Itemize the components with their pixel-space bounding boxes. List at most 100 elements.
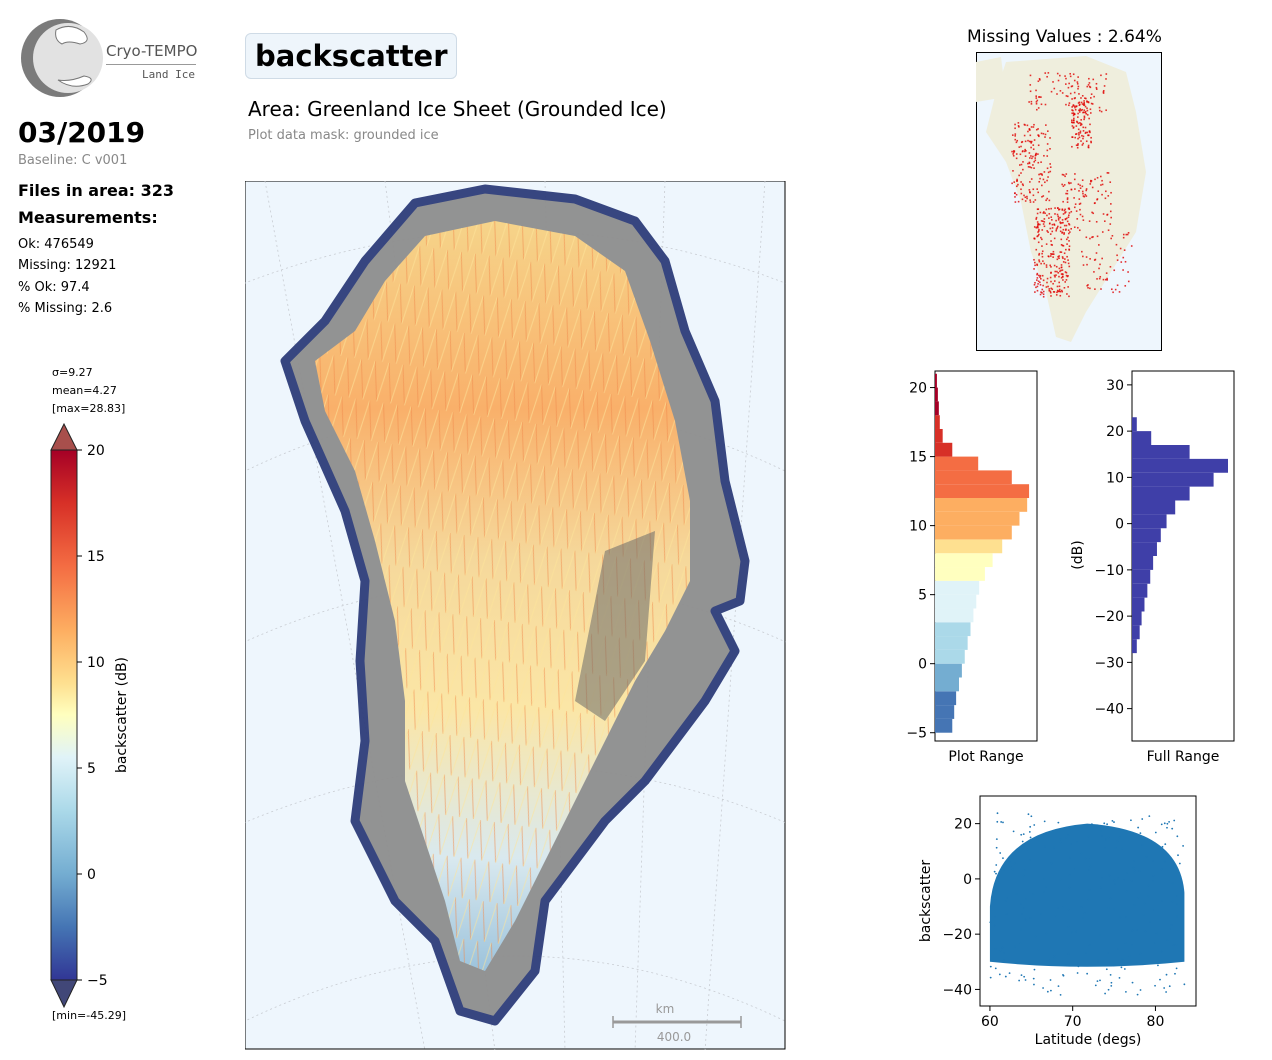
scatter-point [1159,978,1161,981]
missing-marker [1050,280,1052,283]
missing-marker [1083,102,1085,105]
missing-marker [1095,220,1098,223]
hist-ytick-label: 10 [909,519,927,535]
missing-marker [1033,268,1035,270]
missing-marker [1095,252,1098,254]
missing-marker [1042,279,1045,282]
missing-marker [1061,244,1064,247]
missing-marker [1122,269,1124,271]
missing-marker [1042,195,1045,197]
missing-marker [1064,212,1066,214]
missing-marker [1050,253,1053,255]
missing-marker [1061,173,1064,176]
missing-marker [1082,135,1085,138]
missing-marker [1055,274,1057,276]
scatter-point [1059,993,1062,996]
hist-bar [935,567,985,581]
ok-count: Ok: 476549 [18,237,94,252]
missing-marker [1024,124,1026,126]
missing-marker [1026,197,1028,200]
scatter-point [989,921,992,924]
missing-marker [1056,270,1058,273]
missing-marker [1083,195,1086,198]
scatter-point [1141,818,1144,820]
missing-marker [1061,290,1063,293]
missing-marker [1080,97,1082,99]
missing-marker [1050,287,1053,290]
hist-bar [1132,597,1145,612]
missing-marker [1058,285,1061,288]
missing-marker [1036,279,1038,281]
missing-marker [1047,255,1050,258]
missing-marker [1084,110,1087,113]
missing-marker [1060,273,1063,275]
scatter-point [1101,834,1104,837]
missing-marker [1082,219,1085,221]
missing-marker [1080,122,1082,125]
scatter-point [1043,820,1046,823]
scatter-point [1147,895,1150,898]
missing-marker [1089,123,1091,126]
missing-marker [1046,155,1049,157]
scatter-point [1121,958,1124,961]
scatter-point [1123,968,1126,970]
missing-marker [1053,237,1056,240]
missing-marker [1072,127,1075,129]
scatter-point [1068,886,1071,889]
hist-ytick-label: −20 [1094,609,1124,625]
colorbar-tick-label: 20 [87,443,105,459]
missing-marker [1052,291,1055,293]
hist-xlabel: Plot Range [948,749,1023,765]
hist-ytick-label: −30 [1094,655,1124,671]
scatter-point [1020,974,1023,977]
missing-marker [1048,222,1051,225]
missing-marker [1090,180,1092,183]
missing-marker [1035,286,1037,289]
scatter-point [1086,972,1089,975]
missing-marker [1049,137,1051,139]
missing-marker [1088,117,1090,120]
missing-marker [1084,126,1087,129]
scatter-point [1002,959,1005,961]
hist-bar [935,718,953,733]
missing-marker [1109,210,1112,213]
missing-marker [1025,150,1027,152]
missing-marker [1037,241,1040,244]
logo-subtitle: Land Ice [142,68,195,81]
scatter-point [1154,942,1156,945]
missing-marker [1028,189,1031,191]
missing-marker [1071,85,1074,87]
missing-marker [1061,219,1064,221]
missing-marker [1071,109,1073,111]
scatter-point [1174,972,1176,975]
scatter-ytick-label: −40 [942,982,972,998]
scatter-point [1025,919,1028,922]
scatter-point [1139,989,1142,991]
scatter-point [1107,907,1110,909]
hist-bar [1132,486,1190,501]
missing-marker [1098,277,1101,280]
missing-marker [1045,286,1048,288]
missing-marker [1075,210,1078,212]
missing-marker [1052,81,1054,83]
scatter-point [1008,972,1011,975]
hist-bar [1132,556,1154,570]
scatter-point [1107,952,1109,955]
missing-marker [1020,192,1023,195]
missing-marker [1087,284,1089,286]
scatter-point [1009,865,1012,868]
scatter-point [1170,924,1173,926]
missing-marker [1057,225,1059,228]
missing-marker [1077,143,1079,145]
missing-marker [1048,289,1051,292]
missing-marker [1078,133,1080,136]
missing-marker [1056,72,1059,75]
colorbar-gradient [50,449,78,981]
scatter-point [1062,905,1065,908]
missing-marker [1101,193,1103,196]
missing-marker [1026,195,1028,198]
missing-marker [1043,154,1045,157]
scatter-point [1030,815,1033,818]
missing-marker [1110,191,1112,194]
missing-marker [1086,131,1089,134]
